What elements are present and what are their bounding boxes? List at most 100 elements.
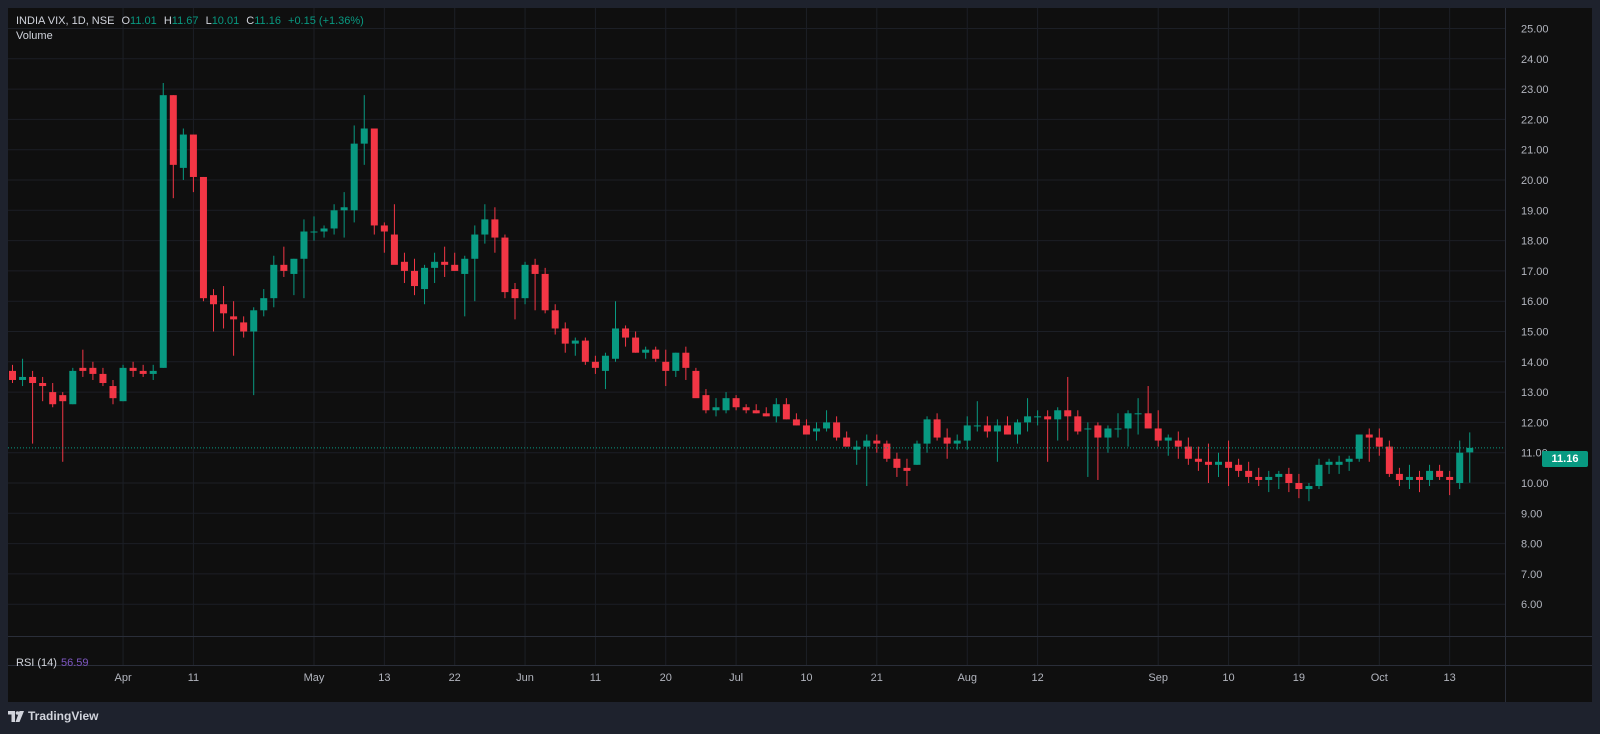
candle-body: [49, 392, 57, 405]
candle: [39, 376, 47, 402]
candle: [1074, 410, 1082, 435]
candle: [501, 234, 509, 299]
x-tick-label: Sep: [1148, 672, 1168, 684]
candle: [792, 413, 800, 426]
candle: [1466, 432, 1474, 483]
candle-body: [571, 340, 579, 344]
candle: [390, 204, 398, 265]
candle-body: [1436, 470, 1444, 477]
low-label: L: [205, 15, 212, 27]
candle-body: [722, 398, 730, 411]
candle: [983, 416, 991, 438]
y-tick-label: 15.00: [1521, 327, 1549, 339]
candle-body: [330, 210, 338, 229]
candle: [903, 458, 911, 487]
candle: [431, 252, 439, 284]
candle: [1265, 470, 1273, 493]
candle-body: [642, 349, 650, 353]
volume-indicator-label[interactable]: Volume: [16, 30, 53, 42]
candle: [1134, 398, 1142, 435]
price-axis[interactable]: 25.00 24.00 23.00 22.00 21.00 20.00 19.00 18.00…: [1521, 24, 1549, 612]
candle: [953, 434, 961, 450]
candle: [109, 379, 117, 405]
candle-body: [300, 231, 308, 259]
candle: [1094, 422, 1102, 480]
candle-body: [240, 322, 248, 332]
x-tick-label: 22: [449, 672, 461, 684]
candle-body: [662, 361, 670, 371]
candle: [923, 416, 931, 453]
candle: [69, 367, 77, 405]
x-tick-label: 11: [188, 672, 199, 684]
candle: [1114, 413, 1122, 438]
time-axis[interactable]: Apr 11 May 13 22 Jun 11 20 Jul 10 21 Aug 12 Sep 10 19 Oc…: [114, 672, 1455, 684]
candle-body: [1345, 458, 1353, 462]
candle: [451, 252, 459, 271]
candle: [461, 255, 469, 317]
candle-body: [451, 264, 459, 271]
tradingview-logo-icon: [8, 710, 24, 722]
candle-body: [310, 231, 318, 233]
candle: [270, 255, 278, 308]
candle: [1245, 461, 1253, 483]
candle-body: [1295, 483, 1303, 490]
candle-body: [561, 328, 569, 344]
candle: [1456, 440, 1464, 490]
x-tick-label: 11: [590, 672, 601, 684]
candle: [250, 307, 258, 396]
candle-body: [1215, 461, 1222, 465]
tradingview-brand[interactable]: TradingView: [8, 709, 98, 723]
candle: [581, 337, 589, 365]
candle: [1024, 398, 1032, 432]
symbol-title[interactable]: INDIA VIX, 1D, NSE: [16, 15, 115, 27]
candle: [863, 434, 871, 487]
chart-canvas[interactable]: 25.00 24.00 23.00 22.00 21.00 20.00 19.00 18.00…: [8, 8, 1592, 702]
candle: [59, 392, 67, 462]
candle-body: [1084, 428, 1092, 430]
candle: [400, 252, 408, 284]
candle: [632, 331, 640, 353]
candle-body: [1054, 410, 1062, 420]
candle-body: [843, 437, 851, 447]
candle-body: [863, 440, 871, 447]
candle: [1154, 410, 1162, 447]
candle: [79, 349, 87, 377]
candle-body: [1355, 434, 1363, 459]
candle-body: [491, 219, 499, 238]
candle-body: [1044, 416, 1052, 420]
candle: [993, 419, 1001, 462]
y-tick-label: 25.00: [1521, 24, 1549, 36]
pane-separators: [8, 8, 1592, 702]
candle-body: [69, 370, 77, 405]
candle: [1305, 483, 1313, 502]
candle-body: [1395, 473, 1403, 480]
rsi-indicator-label[interactable]: RSI (14) 56.59: [16, 657, 89, 669]
candle: [159, 83, 167, 368]
candle: [682, 346, 690, 380]
candle: [853, 440, 861, 465]
candle-body: [461, 258, 469, 274]
candle-body: [1275, 473, 1283, 477]
x-tick-label: Oct: [1371, 672, 1388, 684]
candle-body: [672, 352, 680, 371]
candle: [823, 410, 831, 432]
candle: [662, 349, 670, 387]
rsi-name: RSI (14): [16, 657, 57, 669]
candle-body: [19, 376, 27, 380]
candle-body: [1265, 476, 1273, 480]
candle: [129, 361, 137, 377]
candle: [99, 367, 107, 387]
candle: [1034, 410, 1042, 426]
candle: [1003, 416, 1011, 435]
y-tick-label: 17.00: [1521, 266, 1549, 278]
candle-body: [1416, 476, 1423, 480]
candle: [411, 258, 418, 296]
candle: [1124, 410, 1132, 447]
candle-body: [320, 228, 328, 232]
candle: [752, 404, 760, 414]
candle: [330, 204, 338, 235]
candle-body: [541, 273, 549, 311]
candle: [220, 286, 228, 329]
chart-frame[interactable]: 25.00 24.00 23.00 22.00 21.00 20.00 19.00 18.00…: [8, 8, 1592, 702]
candle: [370, 128, 378, 235]
